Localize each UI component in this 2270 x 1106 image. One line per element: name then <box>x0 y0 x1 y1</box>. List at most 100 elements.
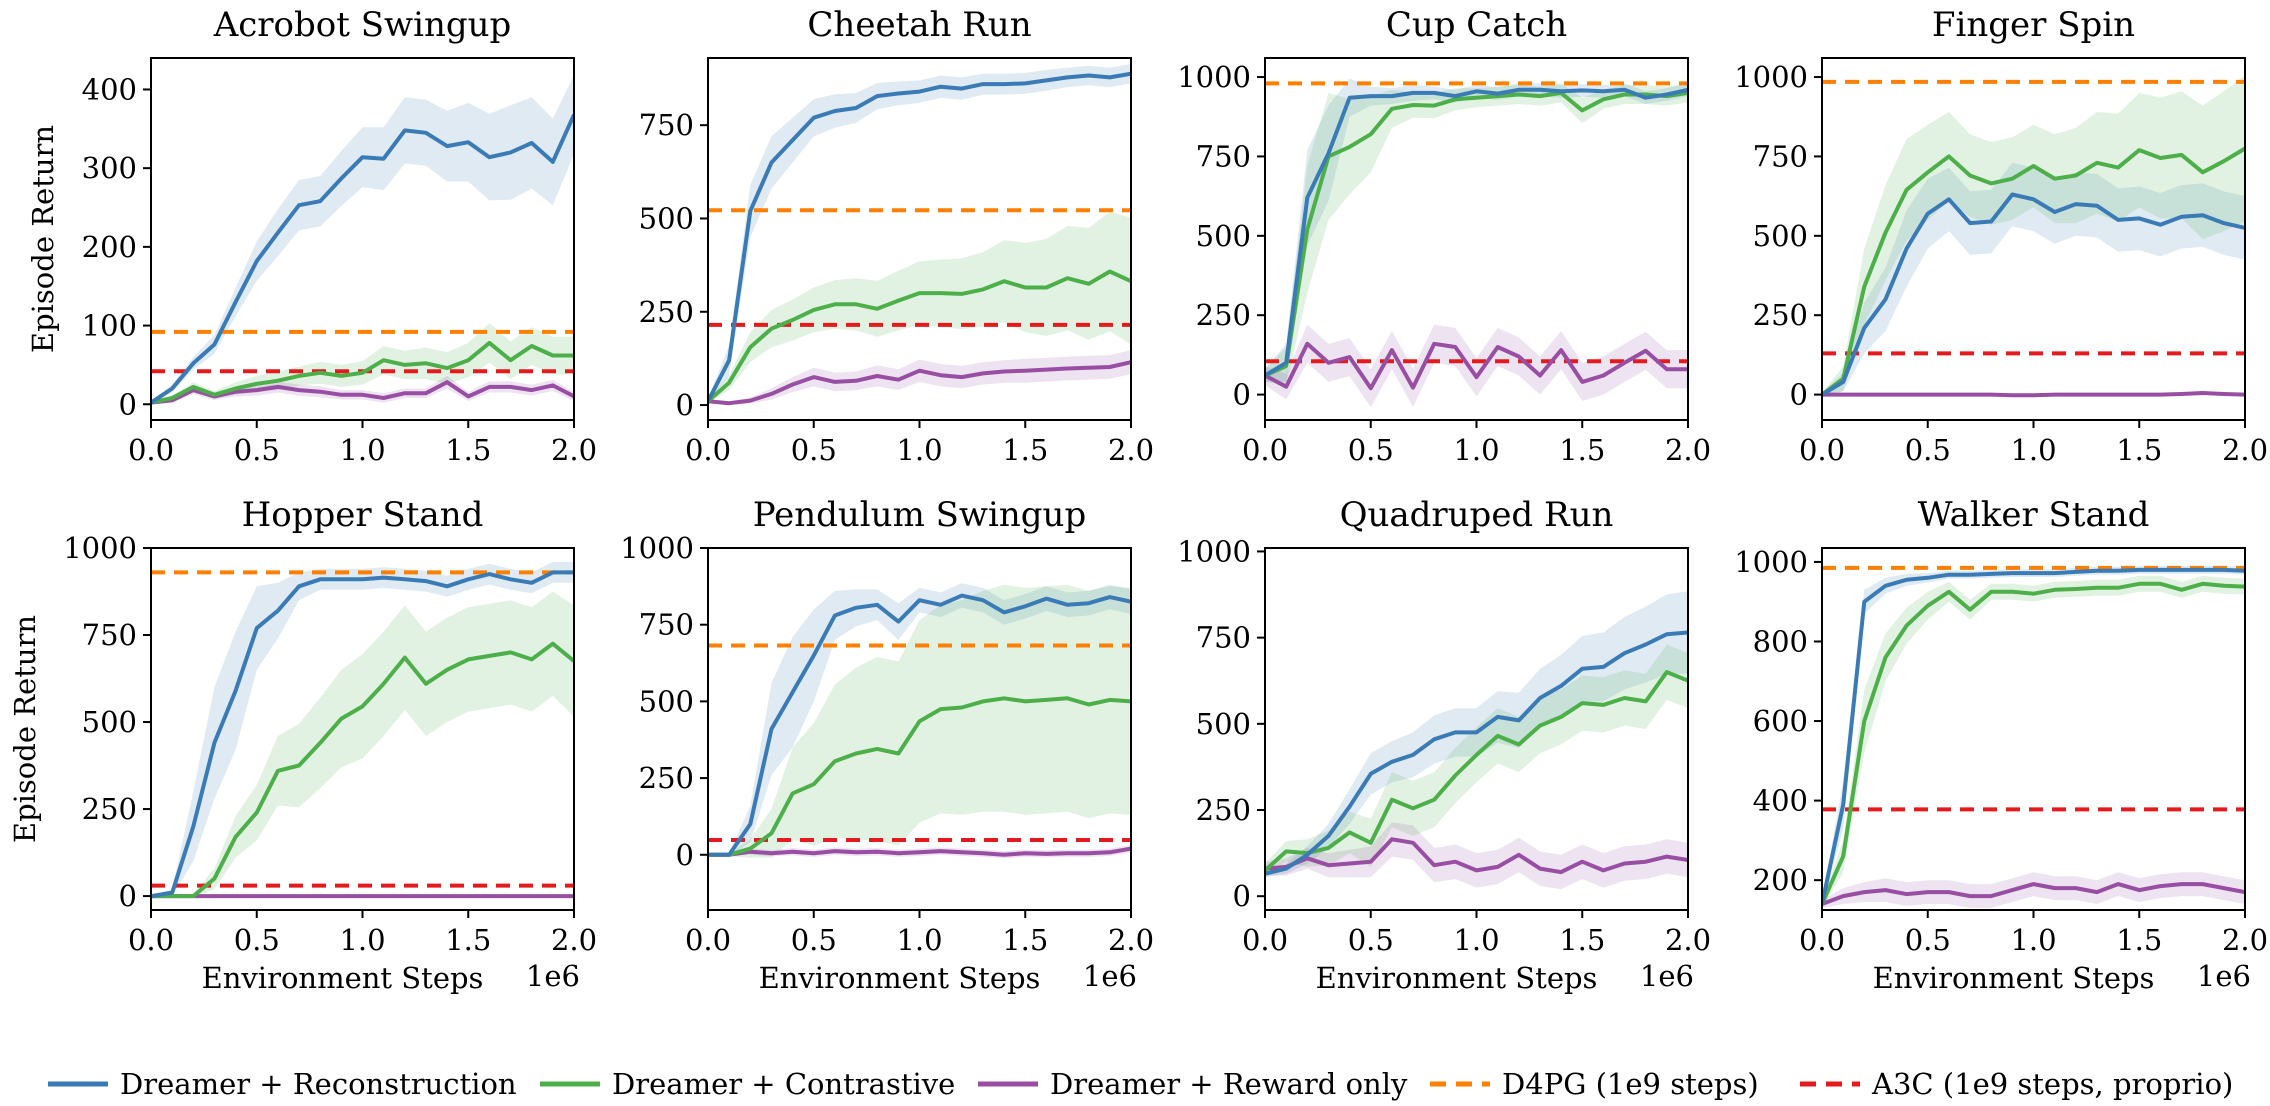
y-tick-label: 400 <box>82 72 137 106</box>
y-tick-label: 1000 <box>620 531 694 565</box>
x-tick-label: 0.5 <box>1905 923 1951 957</box>
series-line-2 <box>1265 341 1688 391</box>
panel-quadruped-run: 0.0 0.5 1.0 1.5 2.0 0 250 500 750 1000 Quadruped R… <box>1177 495 1711 995</box>
series-line-2 <box>1822 882 2245 906</box>
x-tick-label: 0.0 <box>1242 433 1288 467</box>
legend-item-0: Dreamer + Reconstruction <box>48 1067 517 1101</box>
y-tick-label: 500 <box>1196 707 1251 741</box>
x-tick-label: 2.0 <box>2222 433 2268 467</box>
y-tick-label: 1000 <box>1177 60 1251 94</box>
y-tick-label: 400 <box>1753 784 1808 818</box>
y-tick-label: 250 <box>82 792 137 826</box>
y-axis-label: Episode Return <box>8 615 42 843</box>
series-line-2 <box>1822 391 2245 398</box>
x-tick-label: 1.5 <box>445 923 491 957</box>
x-axis-label: Environment Steps <box>1316 961 1598 995</box>
x-tick-label: 1.5 <box>2116 923 2162 957</box>
x-tick-label: 1.5 <box>2116 433 2162 467</box>
series-line-0 <box>151 570 574 899</box>
band-1 <box>1822 575 2245 908</box>
x-tick-label: 0.5 <box>234 923 280 957</box>
y-tick-label: 750 <box>639 608 694 642</box>
y-tick-label: 0 <box>1790 378 1808 412</box>
panel-title: Quadruped Run <box>1340 495 1614 535</box>
legend-label: Dreamer + Reconstruction <box>120 1067 517 1101</box>
x-tick-label: 2.0 <box>551 433 597 467</box>
x-axis-label: Environment Steps <box>202 961 484 995</box>
legend-item-1: Dreamer + Contrastive <box>540 1067 955 1101</box>
y-tick-label: 250 <box>1196 298 1251 332</box>
axes-frame <box>1821 547 2246 911</box>
x-tick-label: 1.0 <box>339 433 385 467</box>
x-tick-label: 1.0 <box>339 923 385 957</box>
series-line-0 <box>1265 630 1688 876</box>
x-tick-label: 0.0 <box>1799 923 1845 957</box>
y-tick-label: 600 <box>1753 704 1808 738</box>
y-tick-label: 500 <box>1753 219 1808 253</box>
x-tick-label: 1.0 <box>1453 433 1499 467</box>
y-axis-label: Episode Return <box>26 125 60 353</box>
series-line-1 <box>708 696 1131 857</box>
x-axis-label: Environment Steps <box>759 961 1041 995</box>
legend-label: Dreamer + Reward only <box>1050 1067 1408 1101</box>
band-1 <box>1822 75 2245 397</box>
legend-item-2: Dreamer + Reward only <box>978 1067 1408 1101</box>
x-tick-label: 2.0 <box>2222 923 2268 957</box>
x-tick-label: 0.5 <box>234 433 280 467</box>
band-1 <box>1265 83 1688 386</box>
x-tick-label: 0.0 <box>1242 923 1288 957</box>
band-0 <box>151 75 574 405</box>
panel-title: Cup Catch <box>1386 5 1567 45</box>
series-line-0 <box>1265 87 1688 378</box>
y-tick-label: 750 <box>1196 139 1251 173</box>
y-tick-label: 0 <box>119 879 137 913</box>
x-tick-label: 1.0 <box>896 923 942 957</box>
y-tick-label: 250 <box>639 295 694 329</box>
panel-title: Acrobot Swingup <box>213 5 512 45</box>
x-tick-label: 1.5 <box>1559 433 1605 467</box>
x-tick-label: 1.5 <box>1002 433 1048 467</box>
x-tick-label: 0.0 <box>685 923 731 957</box>
x-tick-label: 1.5 <box>1002 923 1048 957</box>
series-line-2 <box>708 360 1131 406</box>
x-tick-label: 2.0 <box>1665 433 1711 467</box>
y-tick-label: 750 <box>639 108 694 142</box>
panel-title: Cheetah Run <box>807 5 1031 45</box>
x-tick-label: 0.5 <box>791 923 837 957</box>
x-tick-label: 1.0 <box>1453 923 1499 957</box>
band-2 <box>708 350 1131 406</box>
x-tick-label: 1.0 <box>2010 433 2056 467</box>
y-tick-label: 0 <box>1233 879 1251 913</box>
panel-title: Walker Stand <box>1918 495 2150 535</box>
y-tick-label: 750 <box>82 618 137 652</box>
band-0 <box>1822 162 2245 397</box>
y-tick-label: 200 <box>1753 863 1808 897</box>
x-axis-label: Environment Steps <box>1873 961 2155 995</box>
band-2 <box>1265 822 1688 890</box>
x-scale-label: 1e6 <box>1083 959 1137 993</box>
y-tick-label: 1000 <box>1177 534 1251 568</box>
y-tick-label: 1000 <box>1734 545 1808 579</box>
x-tick-label: 0.0 <box>128 433 174 467</box>
panel-cup-catch: 0.0 0.5 1.0 1.5 2.0 0 250 500 750 1000 Cup Catch <box>1177 5 1711 467</box>
series-line-0 <box>708 71 1131 403</box>
y-tick-label: 0 <box>1233 378 1251 412</box>
x-tick-label: 0.5 <box>1905 433 1951 467</box>
y-tick-label: 250 <box>1196 793 1251 827</box>
band-2 <box>1265 324 1688 408</box>
x-tick-label: 1.0 <box>896 433 942 467</box>
panel-acrobot-swingup: 0.0 0.5 1.0 1.5 2.0 0 100 200 300 400 Acrobot Swin… <box>26 5 597 467</box>
x-scale-label: 1e6 <box>1640 959 1694 993</box>
panel-title: Hopper Stand <box>242 495 484 535</box>
series-line-2 <box>1265 837 1688 875</box>
panel-cheetah-run: 0.0 0.5 1.0 1.5 2.0 0 250 500 750 Cheetah Run <box>639 5 1154 467</box>
y-tick-label: 500 <box>82 705 137 739</box>
x-scale-label: 1e6 <box>2197 959 2251 993</box>
y-tick-label: 1000 <box>63 531 137 565</box>
x-tick-label: 0.0 <box>128 923 174 957</box>
y-tick-label: 0 <box>119 387 137 421</box>
x-tick-label: 0.0 <box>685 433 731 467</box>
series-line-1 <box>1822 146 2245 397</box>
x-tick-label: 2.0 <box>551 923 597 957</box>
